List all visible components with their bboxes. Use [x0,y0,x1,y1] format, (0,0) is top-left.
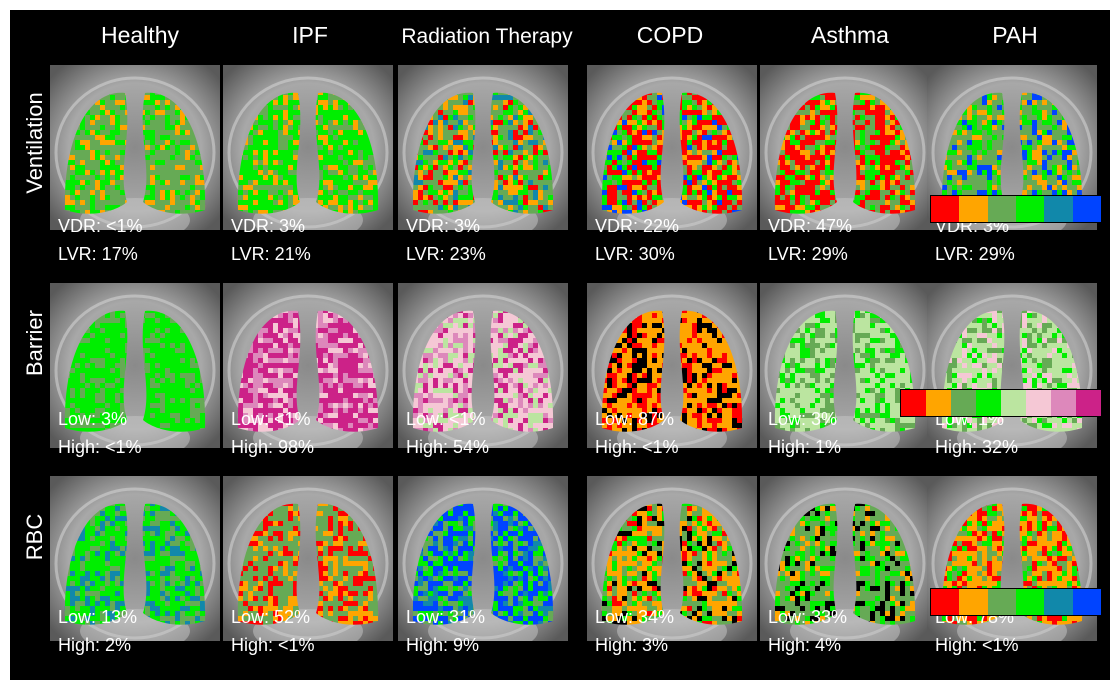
ventilation-colorbar-swatch [1072,196,1101,222]
rbc-stat-0-line1: Low: 13% [58,607,138,627]
row-title-rbc: RBC [22,513,47,561]
ventilation-panel-3 [587,65,757,230]
ventilation-panel-2 [398,65,568,230]
barrier-panel-0 [50,283,220,448]
barrier-panel-2 [398,283,568,448]
rbc-colorbar-swatch [1072,589,1101,615]
barrier-colorbar-swatch [901,390,926,416]
row-title-barrier: Barrier [22,310,47,377]
ventilation-stat-4-line1: VDR: 47% [768,216,853,236]
ventilation-colorbar-swatch [1044,196,1073,222]
ventilation-colorbar [930,195,1102,223]
barrier-stat-4-line2: High: 1% [768,437,842,457]
ventilation-stat-5-line2: LVR: 29% [935,244,1015,264]
rbc-stat-1-line2: High: <1% [231,635,315,655]
rbc-colorbar [930,588,1102,616]
rbc-stat-3-line1: Low: 34% [595,607,675,627]
rbc-panel-1 [223,476,393,641]
barrier-panel-3 [587,283,757,448]
rbc-colorbar-swatch [1044,589,1073,615]
rbc-stat-4-line2: High: 4% [768,635,842,655]
barrier-stat-1-line1: Low: <1% [231,409,311,429]
rbc-stat-1-line1: Low: 52% [231,607,311,627]
rbc-panel-2 [398,476,568,641]
barrier-colorbar-swatch [1051,390,1076,416]
barrier-panel-4 [760,283,930,448]
ventilation-stat-2-line1: VDR: 3% [406,216,481,236]
barrier-colorbar-swatch [926,390,951,416]
column-title-copd: COPD [636,22,704,48]
barrier-colorbar-swatch [1001,390,1026,416]
ventilation-stat-1-line1: VDR: 3% [231,216,306,236]
rbc-stat-0-line2: High: 2% [58,635,132,655]
column-title-asthma: Asthma [811,22,889,48]
row-title-ventilation: Ventilation [22,92,47,194]
barrier-colorbar-swatch [1076,390,1101,416]
column-title-pah: PAH [992,22,1038,48]
ventilation-colorbar-swatch [1015,196,1045,222]
rbc-stat-2-line2: High: 9% [406,635,480,655]
rbc-panel-4 [760,476,930,641]
barrier-colorbar [900,389,1102,417]
column-title-healthy: Healthy [101,22,179,48]
barrier-stat-2-line1: Low: <1% [406,409,486,429]
rbc-stat-4-line1: Low: 33% [768,607,848,627]
barrier-stat-3-line2: High: <1% [595,437,679,457]
barrier-stat-0-line1: Low: 3% [58,409,128,429]
barrier-colorbar-swatch [976,390,1001,416]
ventilation-stat-3-line1: VDR: 22% [595,216,680,236]
ventilation-colorbar-swatch [931,196,960,222]
barrier-panel-5 [927,283,1097,448]
ventilation-stat-3-line2: LVR: 30% [595,244,675,264]
ventilation-colorbar-swatch [959,196,988,222]
ventilation-panel-4 [760,65,930,230]
ventilation-stat-0-line1: VDR: <1% [58,216,143,236]
ventilation-stat-2-line2: LVR: 23% [406,244,486,264]
ventilation-panel-0 [50,65,220,230]
barrier-stat-2-line2: High: 54% [406,437,490,457]
rbc-panel-3 [587,476,757,641]
barrier-stat-0-line2: High: <1% [58,437,142,457]
barrier-colorbar-swatch [1026,390,1051,416]
barrier-stat-5-line2: High: 32% [935,437,1019,457]
column-title-radiation-therapy: Radiation Therapy [401,25,573,48]
column-title-ipf: IPF [292,22,328,48]
ventilation-stat-4-line2: LVR: 29% [768,244,848,264]
ventilation-colorbar-swatch [987,196,1016,222]
rbc-colorbar-swatch [987,589,1016,615]
ventilation-panel-1 [223,65,393,230]
ventilation-stat-0-line2: LVR: 17% [58,244,138,264]
barrier-stat-3-line1: Low: 87% [595,409,675,429]
rbc-colorbar-swatch [959,589,988,615]
ventilation-stat-1-line2: LVR: 21% [231,244,311,264]
rbc-stat-5-line2: High: <1% [935,635,1019,655]
rbc-stat-2-line1: Low: 31% [406,607,486,627]
rbc-colorbar-swatch [931,589,960,615]
barrier-stat-1-line2: High: 98% [231,437,315,457]
barrier-colorbar-swatch [951,390,976,416]
rbc-panel-0 [50,476,220,641]
rbc-colorbar-swatch [1015,589,1045,615]
rbc-stat-3-line2: High: 3% [595,635,669,655]
barrier-panel-1 [223,283,393,448]
barrier-stat-4-line1: Low: 3% [768,409,838,429]
